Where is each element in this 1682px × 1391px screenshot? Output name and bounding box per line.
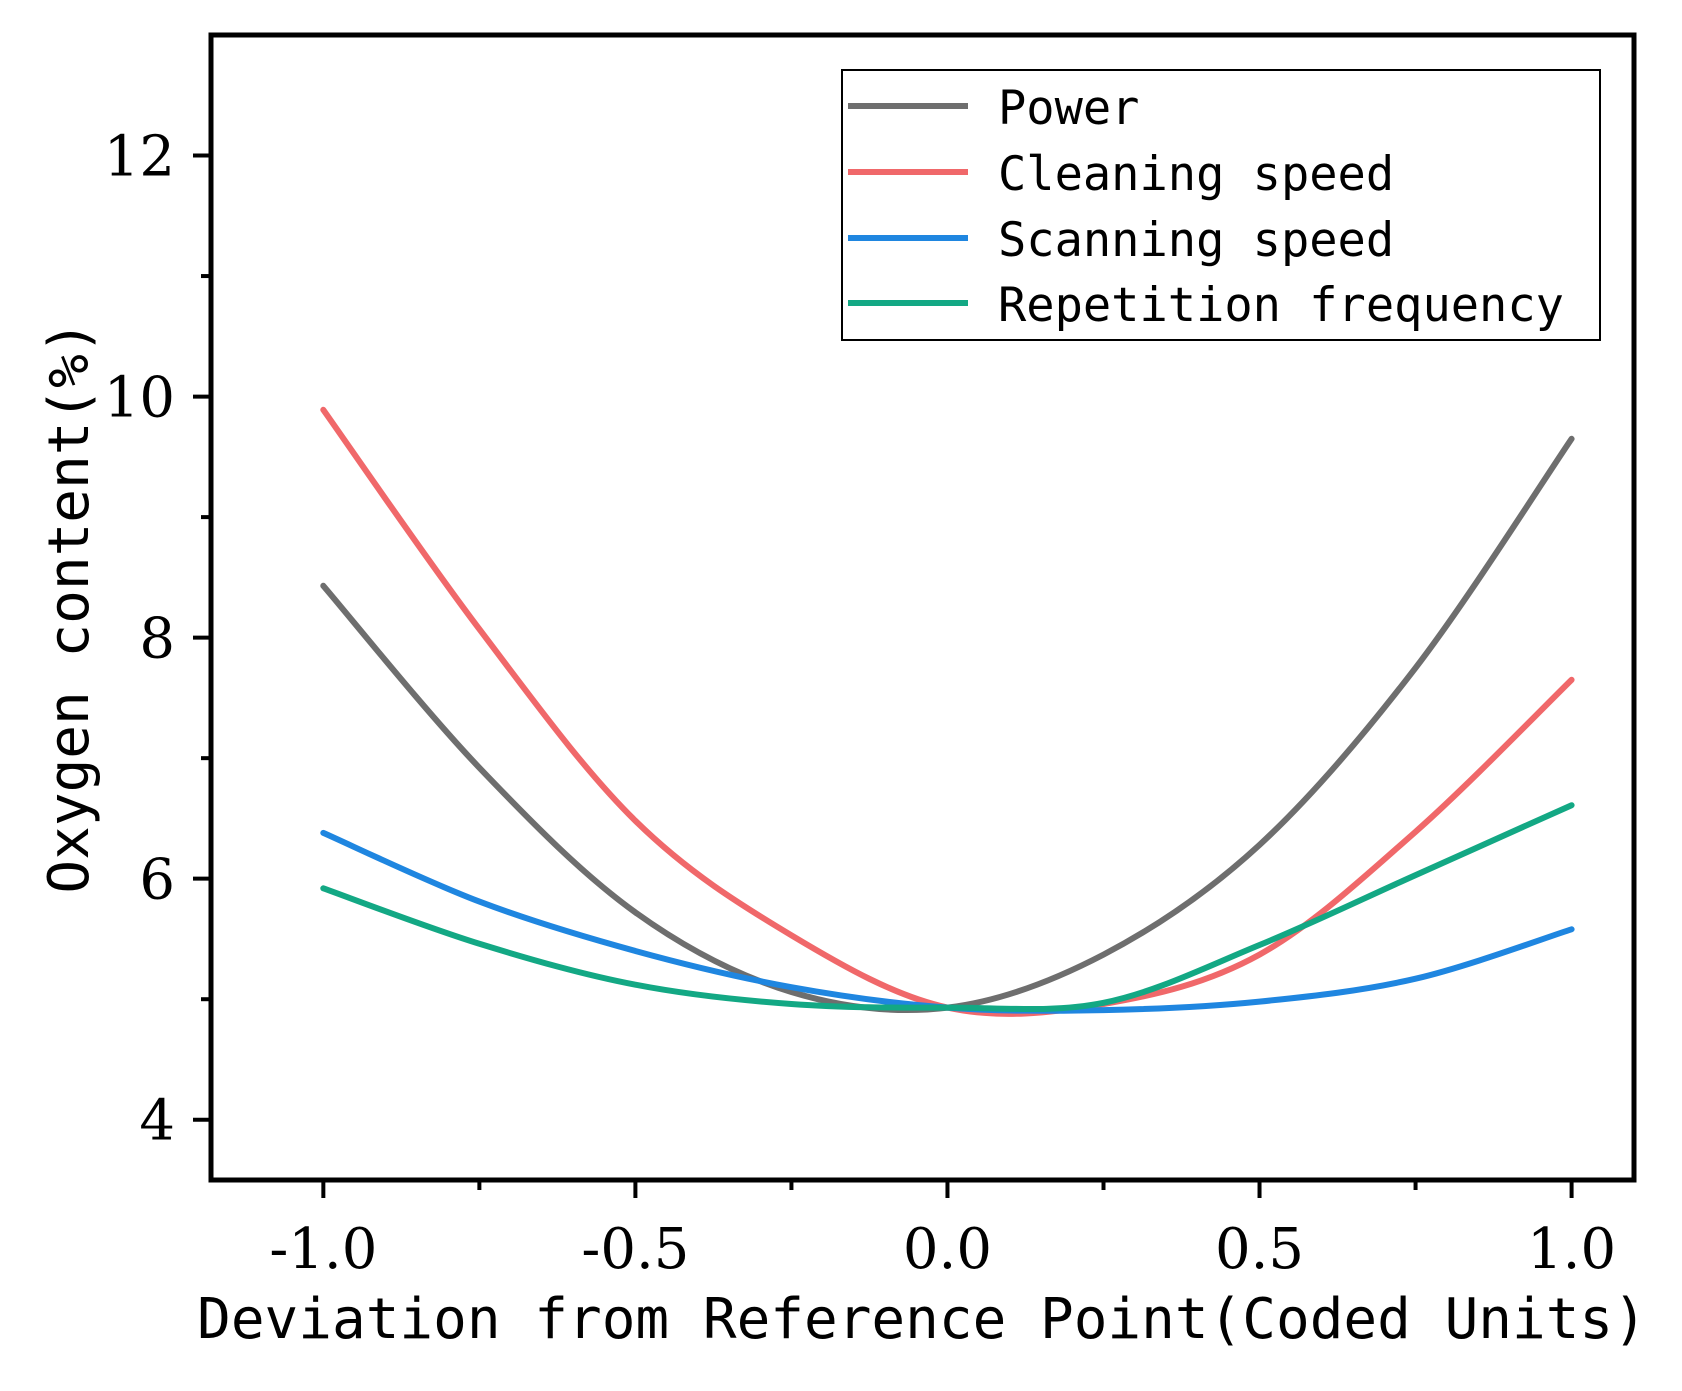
- series-line-power: [320, 435, 1575, 1014]
- x-axis-title: Deviation from Reference Point(Coded Uni…: [197, 1287, 1647, 1352]
- y-tick-label: 8: [139, 607, 175, 672]
- plot-frame: [208, 32, 1637, 1183]
- x-tick-label: 0.5: [1215, 1217, 1304, 1282]
- y-tick-label: 10: [104, 366, 175, 431]
- legend-label-repetition-frequency: Repetition frequency: [998, 278, 1564, 333]
- y-axis-title: Oxygen content(%): [37, 320, 102, 893]
- series-line-repetition-frequency: [320, 802, 1575, 1013]
- x-tick-label: -0.5: [581, 1217, 689, 1282]
- x-tick-label: 1.0: [1527, 1217, 1616, 1282]
- legend: Power Cleaning speed Scanning speed Repe…: [841, 69, 1601, 341]
- x-axis-ticks: -1.0 -0.5 0.0 0.5 1.0: [269, 1180, 1616, 1282]
- legend-label-scanning-speed: Scanning speed: [998, 213, 1394, 268]
- x-tick-label: 0.0: [903, 1217, 992, 1282]
- y-tick-label: 4: [139, 1089, 175, 1154]
- y-tick-label: 12: [104, 125, 175, 190]
- y-axis-ticks: 4 6 8 10 12: [104, 125, 211, 1154]
- series-group: [320, 406, 1575, 1017]
- legend-label-power: Power: [998, 81, 1139, 136]
- legend-box: [841, 69, 1601, 341]
- y-tick-label: 6: [139, 848, 175, 913]
- legend-label-cleaning-speed: Cleaning speed: [998, 147, 1394, 202]
- x-tick-label: -1.0: [269, 1217, 377, 1282]
